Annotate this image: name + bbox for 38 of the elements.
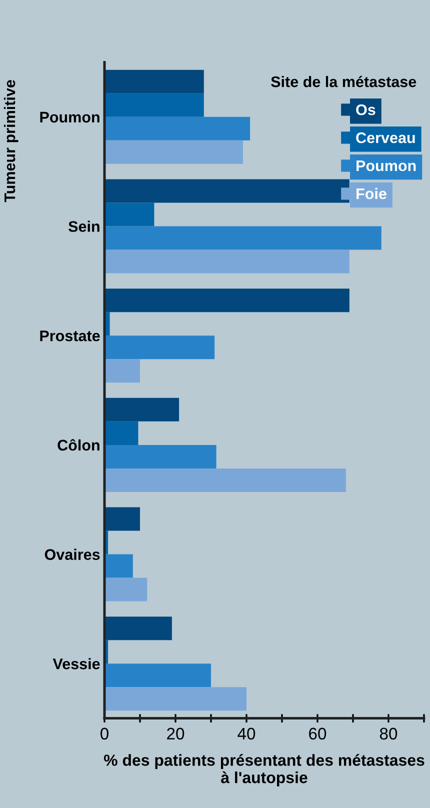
bar <box>104 359 140 383</box>
bar <box>104 336 215 360</box>
legend-label: Cerveau <box>356 132 415 144</box>
x-tick-label: 20 <box>167 728 184 740</box>
legend-title: Site de la métastase <box>271 76 416 88</box>
legend-label: Poumon <box>356 160 416 172</box>
bar <box>104 664 211 688</box>
y-tick-label: Sein <box>68 220 100 232</box>
bar <box>104 70 204 94</box>
bar <box>104 507 140 531</box>
bar <box>104 468 346 492</box>
x-tick-label: 0 <box>100 728 108 740</box>
y-tick-label: Vessie <box>52 658 100 670</box>
bar <box>104 288 350 312</box>
bar <box>104 421 138 445</box>
bar <box>104 226 382 250</box>
bar <box>104 687 246 711</box>
x-tick-label: 40 <box>238 728 256 740</box>
bar <box>104 140 243 164</box>
y-tick-label: Prostate <box>40 330 100 342</box>
bar <box>104 578 148 602</box>
x-axis-title: % des patients présentant des métastases à l'autopsie <box>104 754 424 786</box>
bar <box>104 93 204 117</box>
y-tick-label: Côlon <box>58 439 100 451</box>
bar <box>104 444 216 468</box>
legend-label: Os <box>356 104 376 116</box>
legend-label: Foie <box>356 188 386 200</box>
bar <box>104 616 172 640</box>
bar <box>104 554 133 578</box>
y-tick-label: Poumon <box>40 112 100 123</box>
bar <box>104 116 250 140</box>
y-axis-title: Tumeur primitive <box>4 80 18 202</box>
x-tick-label: 80 <box>380 728 398 740</box>
bar <box>104 202 154 226</box>
y-tick-label: Ovaires <box>44 548 100 560</box>
bar <box>104 398 180 422</box>
bar <box>104 250 350 274</box>
x-tick-label: 60 <box>309 728 326 740</box>
